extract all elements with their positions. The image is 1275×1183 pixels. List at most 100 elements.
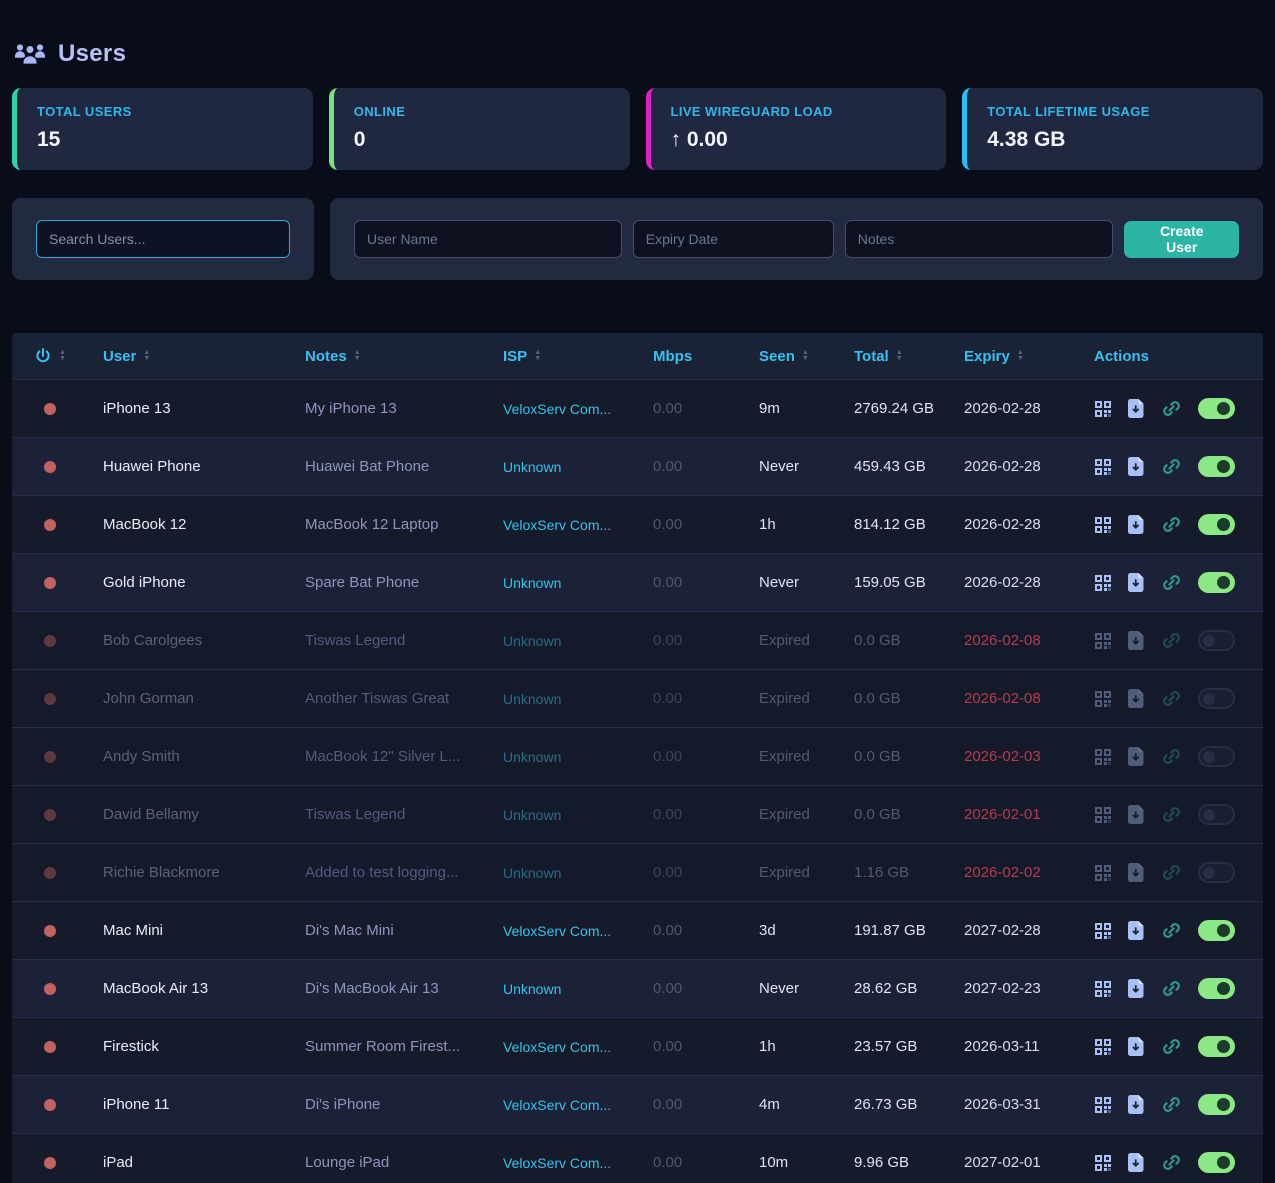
link-icon[interactable] (1161, 514, 1182, 535)
link-icon[interactable] (1161, 1094, 1182, 1115)
isp-cell[interactable]: VeloxServ Com... (503, 922, 612, 939)
download-config-icon[interactable] (1128, 747, 1145, 766)
qr-code-icon[interactable] (1094, 1038, 1112, 1056)
download-config-icon[interactable] (1128, 863, 1145, 882)
link-icon[interactable] (1161, 688, 1182, 709)
isp-cell[interactable]: Unknown (503, 806, 562, 823)
column-header-isp[interactable]: ISP ▲ ▼ (488, 348, 638, 365)
qr-code-icon[interactable] (1094, 400, 1112, 418)
download-config-icon[interactable] (1128, 689, 1145, 708)
qr-code-icon[interactable] (1094, 980, 1112, 998)
qr-code-icon[interactable] (1094, 806, 1112, 824)
link-icon[interactable] (1161, 804, 1182, 825)
link-icon[interactable] (1161, 862, 1182, 883)
qr-code-icon[interactable] (1094, 1096, 1112, 1114)
column-header-user[interactable]: User ▲ ▼ (88, 348, 290, 365)
qr-code-icon[interactable] (1094, 690, 1112, 708)
download-config-icon[interactable] (1128, 921, 1145, 940)
username-field[interactable] (354, 220, 622, 258)
mbps-cell: 0.00 (653, 922, 683, 939)
actions-cell (1079, 630, 1263, 651)
users-group-icon (14, 42, 46, 67)
link-icon[interactable] (1161, 1152, 1182, 1173)
enabled-toggle[interactable] (1198, 456, 1235, 477)
link-icon[interactable] (1161, 398, 1182, 419)
expiry-date-field[interactable] (632, 220, 834, 258)
link-icon[interactable] (1161, 978, 1182, 999)
download-config-icon[interactable] (1128, 515, 1145, 534)
table-row: Bob Carolgees Tiswas Legend Unknown 0.00… (12, 611, 1263, 669)
enabled-toggle[interactable] (1198, 514, 1235, 535)
isp-cell[interactable]: Unknown (503, 748, 562, 765)
qr-code-icon[interactable] (1094, 864, 1112, 882)
create-user-button[interactable]: Create User (1124, 220, 1239, 258)
expiry-cell: 2026-02-28 (964, 400, 1041, 417)
isp-cell[interactable]: VeloxServ Com... (503, 400, 612, 417)
enabled-toggle[interactable] (1198, 688, 1235, 709)
download-config-icon[interactable] (1128, 631, 1145, 650)
isp-cell[interactable]: Unknown (503, 980, 562, 997)
column-header-total[interactable]: Total ▲ ▼ (839, 348, 949, 365)
search-input[interactable] (36, 220, 290, 258)
column-header-seen[interactable]: Seen ▲ ▼ (744, 348, 839, 365)
total-cell: 1.16 GB (854, 864, 910, 881)
link-icon[interactable] (1161, 746, 1182, 767)
isp-cell[interactable]: VeloxServ Com... (503, 1038, 612, 1055)
seen-cell: 9m (759, 400, 780, 417)
enabled-toggle[interactable] (1198, 1094, 1235, 1115)
download-config-icon[interactable] (1128, 805, 1145, 824)
enabled-toggle[interactable] (1198, 630, 1235, 651)
mbps-cell: 0.00 (653, 806, 683, 823)
enabled-toggle[interactable] (1198, 1036, 1235, 1057)
status-dot (44, 402, 56, 415)
qr-code-icon[interactable] (1094, 748, 1112, 766)
user-name-cell: Firestick (103, 1038, 159, 1055)
column-header-status[interactable]: ▲ ▼ (12, 347, 88, 365)
link-icon[interactable] (1161, 630, 1182, 651)
isp-cell[interactable]: VeloxServ Com... (503, 1096, 612, 1113)
notes-cell: Tiswas Legend (305, 632, 406, 649)
total-cell: 814.12 GB (854, 516, 926, 533)
download-config-icon[interactable] (1128, 1153, 1145, 1172)
isp-cell[interactable]: Unknown (503, 864, 562, 881)
link-icon[interactable] (1161, 456, 1182, 477)
isp-cell[interactable]: Unknown (503, 574, 562, 591)
isp-cell[interactable]: Unknown (503, 632, 562, 649)
qr-code-icon[interactable] (1094, 1154, 1112, 1172)
qr-code-icon[interactable] (1094, 632, 1112, 650)
enabled-toggle[interactable] (1198, 862, 1235, 883)
seen-cell: Never (759, 980, 800, 997)
link-icon[interactable] (1161, 1036, 1182, 1057)
enabled-toggle[interactable] (1198, 920, 1235, 941)
page-header: Users (12, 0, 1263, 68)
seen-cell: 1h (759, 1038, 776, 1055)
isp-cell[interactable]: Unknown (503, 458, 562, 475)
column-header-expiry[interactable]: Expiry ▲ ▼ (949, 348, 1079, 365)
enabled-toggle[interactable] (1198, 572, 1235, 593)
enabled-toggle[interactable] (1198, 398, 1235, 419)
column-header-notes[interactable]: Notes ▲ ▼ (290, 348, 488, 365)
download-config-icon[interactable] (1128, 1095, 1145, 1114)
isp-cell[interactable]: VeloxServ Com... (503, 1154, 612, 1171)
enabled-toggle[interactable] (1198, 804, 1235, 825)
download-config-icon[interactable] (1128, 979, 1145, 998)
download-config-icon[interactable] (1128, 457, 1145, 476)
enabled-toggle[interactable] (1198, 746, 1235, 767)
download-config-icon[interactable] (1128, 1037, 1145, 1056)
link-icon[interactable] (1161, 920, 1182, 941)
isp-cell[interactable]: VeloxServ Com... (503, 516, 612, 533)
qr-code-icon[interactable] (1094, 574, 1112, 592)
enabled-toggle[interactable] (1198, 978, 1235, 999)
enabled-toggle[interactable] (1198, 1152, 1235, 1173)
qr-code-icon[interactable] (1094, 922, 1112, 940)
status-dot (44, 924, 56, 937)
link-icon[interactable] (1161, 572, 1182, 593)
status-dot (44, 518, 56, 531)
download-config-icon[interactable] (1128, 573, 1145, 592)
download-config-icon[interactable] (1128, 399, 1145, 418)
seen-cell: Never (759, 458, 800, 475)
notes-field[interactable] (844, 220, 1114, 258)
isp-cell[interactable]: Unknown (503, 690, 562, 707)
qr-code-icon[interactable] (1094, 516, 1112, 534)
qr-code-icon[interactable] (1094, 458, 1112, 476)
